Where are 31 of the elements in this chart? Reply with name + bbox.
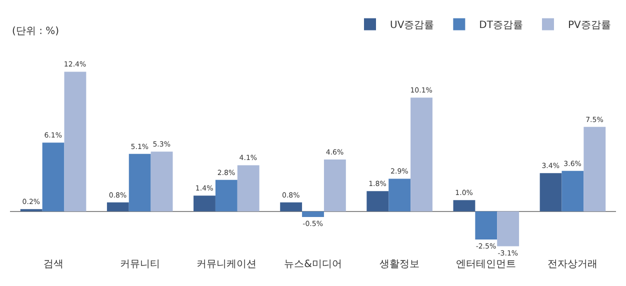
- bar: [280, 202, 302, 212]
- bar: [410, 98, 432, 212]
- bar: [562, 170, 584, 212]
- legend-label: PV증감률: [568, 20, 611, 32]
- x-tick-label: 검색: [43, 259, 64, 270]
- bar: [64, 72, 86, 212]
- bar: [453, 200, 476, 212]
- bar: [194, 196, 216, 212]
- bar: [106, 202, 129, 212]
- x-tick-label: 뉴스&미디어: [284, 259, 342, 270]
- x-tick-label: 생활정보: [380, 259, 420, 270]
- bar: [215, 180, 238, 212]
- bar: [302, 211, 324, 218]
- bar: [128, 154, 151, 212]
- bar: [497, 211, 520, 246]
- bar: [42, 142, 64, 212]
- x-tick-label: 커뮤니티: [120, 259, 160, 270]
- x-tick-label: 커뮤니케이션: [196, 259, 256, 270]
- x-tick-label: 전자상거래: [548, 259, 598, 270]
- bar: [388, 178, 411, 212]
- text: (단위 : %): [12, 26, 60, 37]
- bar: [584, 126, 606, 212]
- bar: [475, 211, 498, 240]
- bar: [540, 173, 562, 212]
- bar: [237, 165, 260, 212]
- bar: [324, 160, 346, 212]
- legend-label: UV증감률: [390, 20, 434, 32]
- bar: [150, 152, 173, 212]
- bar: [366, 191, 389, 212]
- x-tick-label: 엔터테인먼트: [456, 259, 516, 270]
- legend-label: DT증감률: [479, 20, 523, 32]
